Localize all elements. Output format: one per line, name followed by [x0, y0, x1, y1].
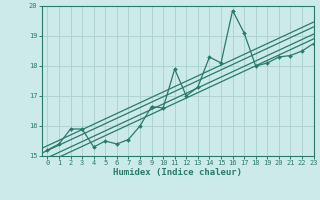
X-axis label: Humidex (Indice chaleur): Humidex (Indice chaleur)	[113, 168, 242, 177]
